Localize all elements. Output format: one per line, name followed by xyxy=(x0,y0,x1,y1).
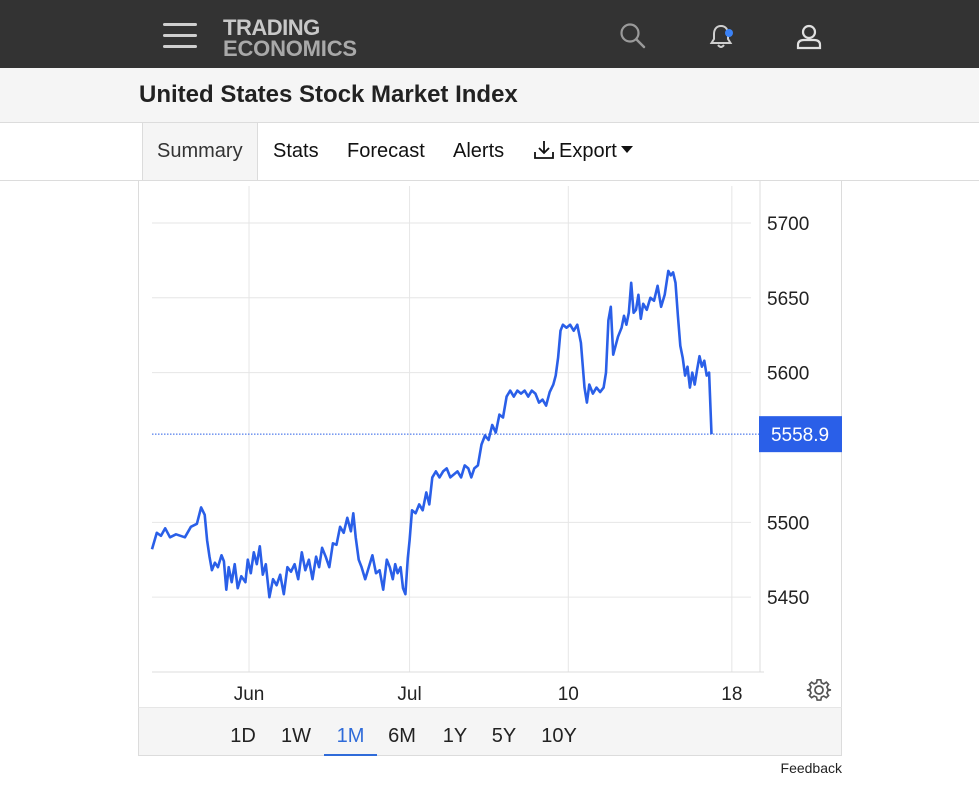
y-tick-label: 5500 xyxy=(767,513,809,534)
range-1m[interactable]: 1M xyxy=(324,708,377,756)
last-value-badge xyxy=(759,416,842,453)
tab-bar: Summary Stats Forecast Alerts Export xyxy=(0,123,979,181)
tab-alerts-label: Alerts xyxy=(453,140,505,162)
hamburger-menu-icon[interactable] xyxy=(163,23,197,49)
x-tick-label: 10 xyxy=(558,684,579,705)
range-5y[interactable]: 5Y xyxy=(482,708,526,756)
tab-stats-label: Stats xyxy=(273,140,319,162)
range-1d[interactable]: 1D xyxy=(221,708,265,756)
logo-line-1: TRADING xyxy=(223,15,320,40)
y-tick-label: 5600 xyxy=(767,364,809,385)
page-title: United States Stock Market Index xyxy=(139,81,518,108)
range-1m-label: 1M xyxy=(336,725,365,747)
x-tick-label: 18 xyxy=(721,684,742,705)
title-bar xyxy=(0,68,979,123)
notification-dot xyxy=(725,29,733,37)
range-10y-label: 10Y xyxy=(541,725,577,747)
range-1y[interactable]: 1Y xyxy=(433,708,477,756)
tab-export[interactable]: Export xyxy=(519,123,647,180)
gear-icon[interactable] xyxy=(806,677,832,703)
download-icon xyxy=(534,141,554,159)
series-line xyxy=(150,269,713,599)
user-icon[interactable] xyxy=(795,22,823,50)
search-icon[interactable] xyxy=(619,22,647,50)
range-10y[interactable]: 10Y xyxy=(534,708,584,756)
trading-economics-logo[interactable]: TRADING ECONOMICS xyxy=(223,15,357,61)
chart-card: 5450 5500 5600 5650 5700 Jun Jul 10 18 5558.9 xyxy=(138,181,842,756)
x-tick-label: Jun xyxy=(234,684,265,705)
tab-alerts[interactable]: Alerts xyxy=(439,123,518,180)
range-1d-label: 1D xyxy=(230,725,256,747)
range-1w-label: 1W xyxy=(281,725,311,747)
tab-forecast-label: Forecast xyxy=(347,140,425,162)
range-6m[interactable]: 6M xyxy=(379,708,425,756)
tab-export-label: Export xyxy=(559,140,617,162)
range-5y-label: 5Y xyxy=(491,725,517,747)
range-selector: 1D 1W 1M 6M 1Y 5Y 10Y xyxy=(138,707,842,756)
logo-line-2: ECONOMICS xyxy=(223,36,357,61)
tab-summary-label: Summary xyxy=(157,140,243,162)
y-tick-label: 5700 xyxy=(767,214,809,235)
y-tick-label: 5450 xyxy=(767,588,809,609)
range-6m-label: 6M xyxy=(388,725,416,747)
chevron-down-icon xyxy=(620,146,633,154)
tab-stats[interactable]: Stats xyxy=(259,123,333,180)
feedback-link[interactable]: Feedback xyxy=(780,760,842,776)
price-chart[interactable]: 5450 5500 5600 5650 5700 Jun Jul 10 18 5558.9 xyxy=(139,181,843,707)
range-1w[interactable]: 1W xyxy=(273,708,319,756)
tab-forecast[interactable]: Forecast xyxy=(333,123,439,180)
last-value-label: 5558.9 xyxy=(771,425,829,446)
y-tick-label: 5650 xyxy=(767,289,809,310)
top-navigation-bar: TRADING ECONOMICS xyxy=(0,0,979,68)
bell-icon[interactable] xyxy=(707,22,735,50)
range-1y-label: 1Y xyxy=(442,725,468,747)
tab-summary[interactable]: Summary xyxy=(142,123,258,180)
x-tick-label: Jul xyxy=(397,684,421,705)
